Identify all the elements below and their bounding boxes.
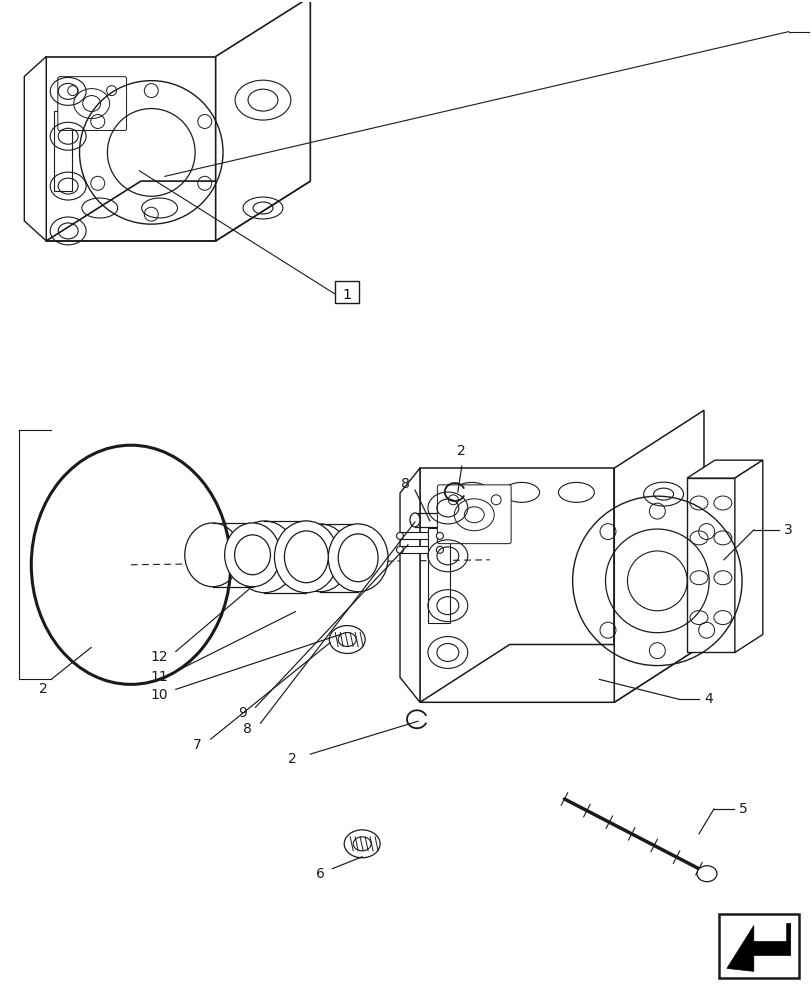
Text: 2: 2 [288, 752, 296, 766]
Polygon shape [419, 645, 703, 702]
Text: 9: 9 [238, 706, 247, 720]
Ellipse shape [410, 513, 419, 527]
Ellipse shape [284, 531, 328, 583]
Polygon shape [46, 57, 216, 241]
Text: 8: 8 [400, 477, 409, 491]
Ellipse shape [396, 532, 403, 539]
Polygon shape [419, 468, 614, 702]
Polygon shape [614, 410, 703, 702]
Ellipse shape [436, 532, 443, 539]
Text: 1: 1 [342, 288, 351, 302]
Polygon shape [726, 924, 790, 971]
Polygon shape [216, 0, 310, 241]
Ellipse shape [328, 524, 388, 592]
Text: 5: 5 [738, 802, 747, 816]
FancyBboxPatch shape [54, 111, 72, 191]
Text: 2: 2 [39, 682, 48, 696]
Text: 6: 6 [315, 867, 324, 881]
Text: 12: 12 [150, 650, 167, 664]
Polygon shape [686, 460, 762, 478]
Text: 8: 8 [242, 722, 251, 736]
Ellipse shape [448, 513, 457, 527]
Polygon shape [734, 460, 762, 652]
Polygon shape [46, 181, 310, 241]
Ellipse shape [396, 546, 403, 553]
Polygon shape [400, 468, 419, 702]
FancyBboxPatch shape [400, 532, 440, 539]
Polygon shape [24, 57, 46, 241]
Ellipse shape [696, 866, 716, 882]
FancyBboxPatch shape [400, 546, 440, 553]
Ellipse shape [274, 521, 338, 593]
FancyBboxPatch shape [437, 485, 510, 544]
Text: 11: 11 [150, 670, 168, 684]
Text: 7: 7 [193, 738, 202, 752]
FancyBboxPatch shape [686, 478, 734, 652]
Text: 2: 2 [457, 444, 466, 458]
FancyBboxPatch shape [335, 281, 358, 303]
Ellipse shape [290, 524, 350, 592]
Text: 4: 4 [703, 692, 712, 706]
Ellipse shape [232, 521, 296, 593]
FancyBboxPatch shape [718, 914, 798, 978]
Ellipse shape [338, 534, 378, 582]
Ellipse shape [436, 546, 443, 553]
Ellipse shape [234, 535, 270, 575]
FancyBboxPatch shape [427, 528, 449, 623]
Text: 3: 3 [783, 523, 792, 537]
Ellipse shape [225, 523, 280, 587]
Ellipse shape [185, 523, 240, 587]
Text: 10: 10 [150, 688, 167, 702]
FancyBboxPatch shape [58, 77, 127, 130]
